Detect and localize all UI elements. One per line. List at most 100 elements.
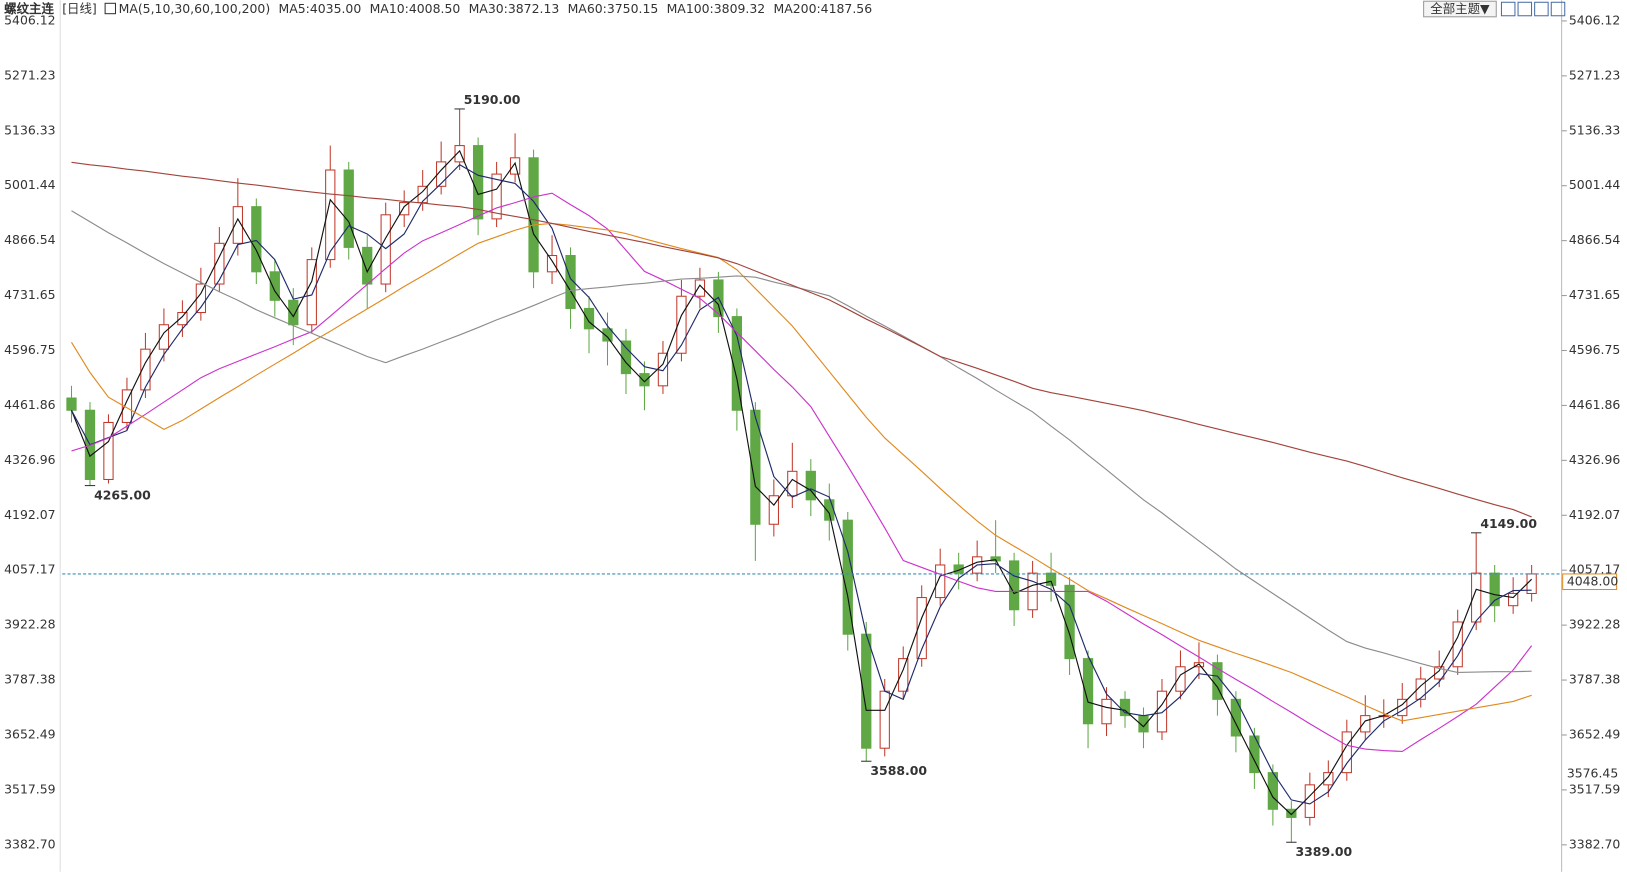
candle-body <box>694 279 706 297</box>
ma-line <box>71 161 1532 518</box>
y-tick-label: 4192.07 <box>4 507 55 522</box>
candle-body <box>602 328 613 342</box>
candle-body <box>232 206 243 244</box>
extreme-label: 3588.00 <box>870 763 927 778</box>
y-tick-label: 3652.49 <box>4 726 56 741</box>
y-tick-label: 3787.38 <box>1569 672 1621 687</box>
y-tick-label: 5001.44 <box>4 177 56 192</box>
candle-body <box>269 271 280 301</box>
icon[interactable] <box>1534 1 1549 17</box>
candle-body <box>583 307 595 330</box>
candle-body <box>565 255 576 309</box>
candle-body <box>436 161 447 187</box>
y-tick-label: 3922.28 <box>1569 617 1621 632</box>
candle-body <box>399 202 410 216</box>
button-label[interactable]: 全部主题▼ <box>1430 1 1490 16</box>
candle-body <box>546 255 558 273</box>
legend-entry: MA(5,10,30,60,100,200) <box>119 1 271 16</box>
candle-body <box>1082 658 1094 725</box>
candle-body <box>768 495 779 525</box>
y-tick-label: 4866.54 <box>1569 232 1621 247</box>
candle-body <box>343 169 354 248</box>
candle-body <box>1489 572 1500 607</box>
candle-body <box>1341 731 1352 774</box>
y-tick-label: 4866.54 <box>4 232 56 247</box>
ma-line <box>71 222 1532 722</box>
legend-entry: MA30:3872.13 <box>469 1 560 16</box>
candle-body <box>953 564 964 574</box>
icon[interactable] <box>1550 1 1566 17</box>
y-tick-label: 4461.86 <box>1569 397 1621 412</box>
y-tick-label: 4731.65 <box>1569 287 1620 302</box>
candle-body <box>1101 698 1112 725</box>
y-tick-label: 4326.96 <box>4 452 56 467</box>
extreme-label: 5190.00 <box>464 92 521 107</box>
candle-body <box>140 348 151 391</box>
legend-entry: MA5:4035.00 <box>278 1 361 16</box>
y-tick-label: 5271.23 <box>4 67 55 82</box>
candle-body <box>620 340 632 375</box>
y-tick-label: 5001.44 <box>1569 177 1621 192</box>
y-tick-label: 3382.70 <box>4 836 56 851</box>
candle-body <box>935 564 946 599</box>
candle-body <box>750 409 761 525</box>
candle-body <box>195 283 207 314</box>
candle-body <box>472 145 484 220</box>
candle-body <box>251 206 262 273</box>
y-tick-label: 4057.17 <box>1569 562 1620 577</box>
candle-body <box>177 312 188 326</box>
legend-entry: MA60:3750.15 <box>568 1 659 16</box>
indicator-icon <box>104 2 117 15</box>
candle-body <box>1156 690 1168 733</box>
candle-body <box>454 145 465 163</box>
candle-body <box>1508 592 1519 607</box>
ma-line <box>70 164 1532 805</box>
icon[interactable] <box>1517 1 1533 17</box>
y-tick-label: 5271.23 <box>1569 67 1620 82</box>
y-tick-label: 3517.59 <box>1569 781 1621 796</box>
icon[interactable] <box>1500 1 1516 17</box>
y-tick-label: 4326.96 <box>1569 452 1621 467</box>
y-tick-label: 3922.28 <box>4 617 56 632</box>
candle-body <box>66 397 77 411</box>
candle-body <box>787 470 798 497</box>
candle-body <box>528 157 539 273</box>
legend-entry: MA200:4187.56 <box>774 1 873 16</box>
y-tick-label: 4057.17 <box>4 562 55 577</box>
candle-body <box>1045 572 1057 586</box>
candle-body <box>103 421 114 480</box>
candle-body <box>1008 560 1020 611</box>
candle-body <box>1175 666 1186 692</box>
candle-body <box>325 169 336 261</box>
legend-entry: MA10:4008.50 <box>370 1 461 16</box>
candle-body <box>639 373 650 387</box>
right-marker-label: 3576.45 <box>1567 766 1618 781</box>
candle-body <box>676 295 687 354</box>
theme-button[interactable]: 全部主题▼ <box>1423 0 1497 18</box>
last-price-box <box>1562 573 1618 591</box>
button-frame[interactable] <box>1423 0 1497 18</box>
candle-body <box>1323 772 1334 786</box>
y-tick-label: 3382.70 <box>1569 836 1621 851</box>
candle-body <box>916 597 927 660</box>
y-tick-label: 5406.12 <box>1569 12 1620 27</box>
extreme-label: 4265.00 <box>94 487 151 502</box>
extreme-label: 4149.00 <box>1480 516 1537 531</box>
legend-entry: 螺纹主连 <box>4 1 54 16</box>
candle-body <box>288 299 299 326</box>
y-tick-label: 5136.33 <box>1569 122 1620 137</box>
y-tick-label: 4596.75 <box>4 342 55 357</box>
candle-body <box>380 214 391 285</box>
candle-body <box>1286 808 1297 818</box>
y-tick-label: 3517.59 <box>4 781 56 796</box>
legend-entry: [日线] <box>62 1 97 16</box>
candle-body <box>1360 715 1371 733</box>
y-tick-label: 3787.38 <box>4 672 56 687</box>
toolbar-icons[interactable] <box>1500 1 1566 17</box>
candle-body <box>158 324 170 350</box>
y-tick-label: 5406.12 <box>4 12 55 27</box>
candle-body <box>509 157 521 175</box>
candle-body <box>805 470 816 501</box>
candle-body <box>214 242 225 285</box>
